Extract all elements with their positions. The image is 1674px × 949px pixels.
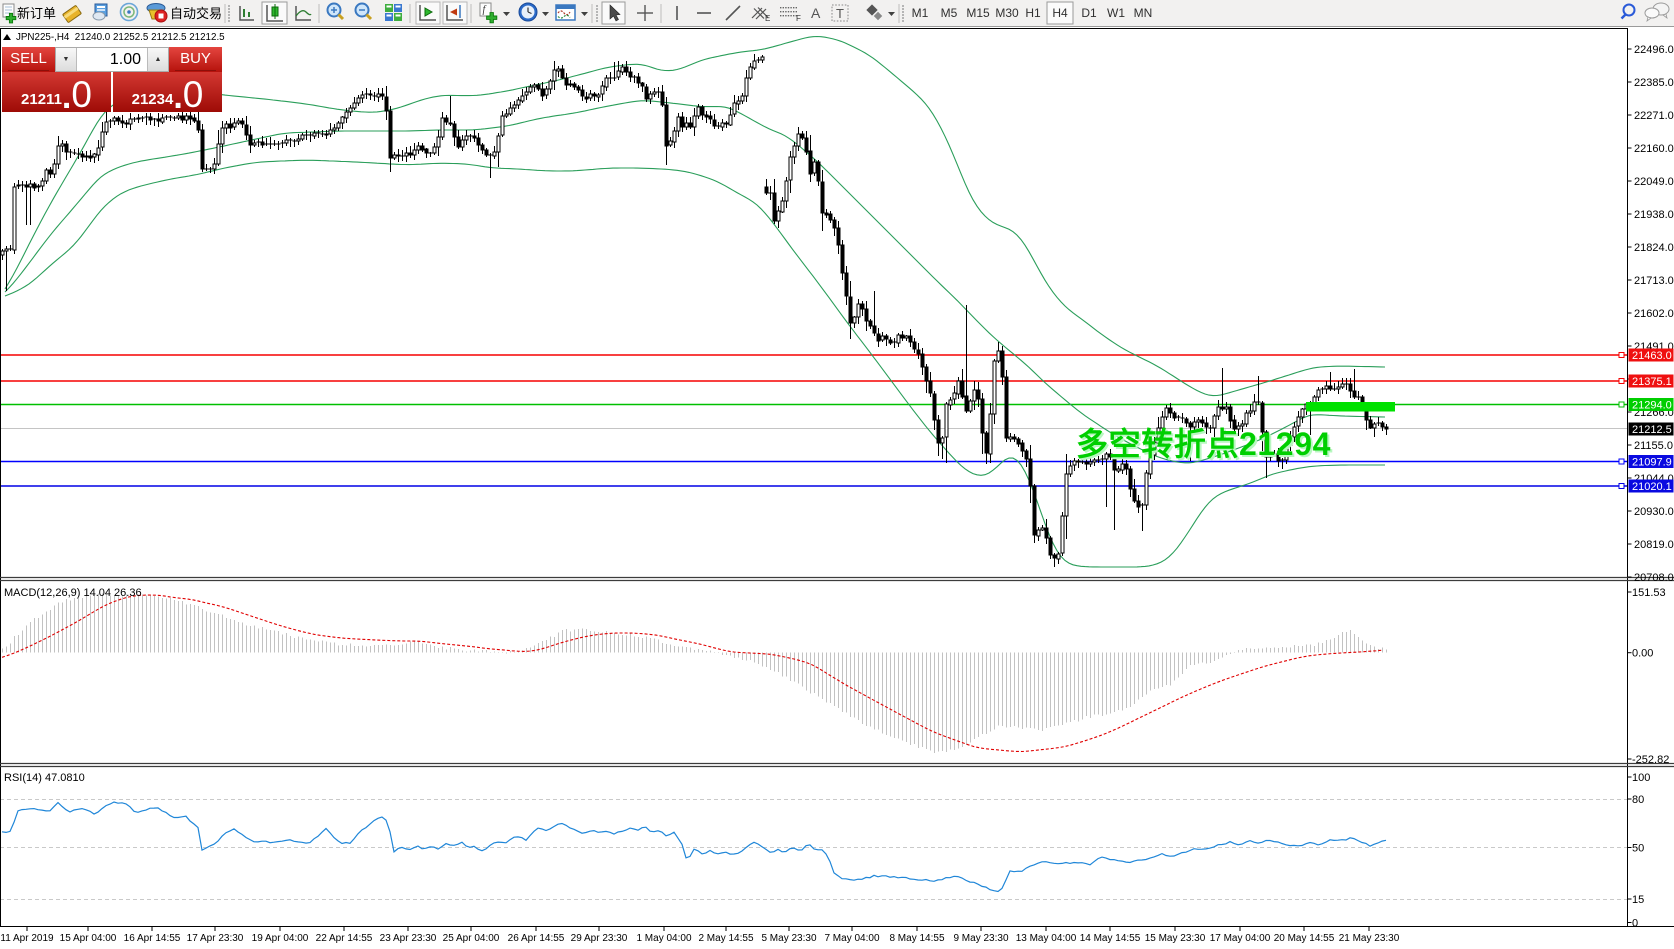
svg-text:A: A: [811, 5, 821, 21]
svg-text:14 May 14:55: 14 May 14:55: [1080, 933, 1141, 944]
svg-text:21 May 23:30: 21 May 23:30: [1339, 933, 1400, 944]
svg-text:21463.0: 21463.0: [1632, 350, 1672, 362]
svg-text:20930.0: 20930.0: [1634, 506, 1674, 518]
svg-text:W1: W1: [1107, 6, 1125, 20]
svg-text:21824.0: 21824.0: [1634, 242, 1674, 254]
svg-text:M1: M1: [912, 6, 929, 20]
svg-text:D1: D1: [1081, 6, 1097, 20]
svg-text:80: 80: [1632, 794, 1644, 806]
svg-text:17 Apr 23:30: 17 Apr 23:30: [187, 933, 244, 944]
svg-text:0: 0: [1632, 918, 1638, 930]
svg-text:22385.0: 22385.0: [1634, 77, 1674, 89]
svg-text:2 May 14:55: 2 May 14:55: [698, 933, 753, 944]
svg-text:7 May 04:00: 7 May 04:00: [824, 933, 879, 944]
svg-text:22271.0: 22271.0: [1634, 110, 1674, 122]
svg-text:15 May 23:30: 15 May 23:30: [1145, 933, 1206, 944]
svg-text:22160.0: 22160.0: [1634, 143, 1674, 155]
svg-text:19 Apr 04:00: 19 Apr 04:00: [252, 933, 309, 944]
svg-text:21212.5: 21212.5: [1632, 424, 1672, 436]
svg-text:15 Apr 04:00: 15 Apr 04:00: [60, 933, 117, 944]
svg-text:23 Apr 23:30: 23 Apr 23:30: [380, 933, 437, 944]
svg-text:21602.0: 21602.0: [1634, 308, 1674, 320]
svg-text:-252.82: -252.82: [1632, 754, 1669, 766]
svg-text:H4: H4: [1052, 6, 1068, 20]
svg-text:1 May 04:00: 1 May 04:00: [636, 933, 691, 944]
svg-text:自动交易: 自动交易: [170, 6, 222, 21]
svg-text:26 Apr 14:55: 26 Apr 14:55: [508, 933, 565, 944]
svg-text:20 May 14:55: 20 May 14:55: [1274, 933, 1335, 944]
svg-text:F: F: [796, 14, 801, 23]
svg-text:M15: M15: [966, 6, 990, 20]
svg-text:5 May 23:30: 5 May 23:30: [761, 933, 816, 944]
svg-text:50: 50: [1632, 843, 1644, 855]
svg-text:E: E: [765, 14, 770, 23]
svg-text:RSI(14) 47.0810: RSI(14) 47.0810: [4, 772, 85, 784]
svg-text:8 May 14:55: 8 May 14:55: [889, 933, 944, 944]
svg-text:21294.0: 21294.0: [1632, 400, 1672, 412]
svg-text:20708.0: 20708.0: [1634, 572, 1674, 584]
svg-text:29 Apr 23:30: 29 Apr 23:30: [571, 933, 628, 944]
svg-text:M5: M5: [941, 6, 958, 20]
svg-text:JPN225-,H4 21240.0 21252.5 21: JPN225-,H4 21240.0 21252.5 21212.5 21212…: [16, 32, 225, 43]
svg-text:25 Apr 04:00: 25 Apr 04:00: [443, 933, 500, 944]
svg-text:21938.0: 21938.0: [1634, 209, 1674, 221]
svg-text:21155.0: 21155.0: [1634, 440, 1673, 452]
svg-text:9 May 23:30: 9 May 23:30: [953, 933, 1008, 944]
svg-text:22496.0: 22496.0: [1634, 44, 1674, 56]
svg-text:21713.0: 21713.0: [1634, 275, 1674, 287]
svg-text:21020.1: 21020.1: [1632, 481, 1672, 493]
svg-text:新订单: 新订单: [17, 6, 56, 21]
svg-text:100: 100: [1632, 772, 1650, 784]
svg-text:多空转折点21294: 多空转折点21294: [1076, 426, 1331, 462]
svg-text:13 May 04:00: 13 May 04:00: [1016, 933, 1077, 944]
svg-text:17 May 04:00: 17 May 04:00: [1210, 933, 1271, 944]
svg-text:MN: MN: [1134, 6, 1153, 20]
svg-text:151.53: 151.53: [1632, 587, 1666, 599]
svg-text:22049.0: 22049.0: [1634, 176, 1674, 188]
svg-text:15: 15: [1632, 894, 1644, 906]
svg-text:20819.0: 20819.0: [1634, 539, 1674, 551]
svg-text:21097.9: 21097.9: [1632, 457, 1672, 469]
svg-text:0.00: 0.00: [1632, 648, 1653, 660]
svg-text:16 Apr 14:55: 16 Apr 14:55: [124, 933, 181, 944]
svg-text:11 Apr 2019: 11 Apr 2019: [0, 933, 54, 944]
svg-text:f: f: [483, 5, 487, 16]
svg-text:H1: H1: [1025, 6, 1041, 20]
svg-text:T: T: [836, 6, 844, 21]
svg-text:21375.1: 21375.1: [1632, 376, 1672, 388]
svg-text:M30: M30: [995, 6, 1019, 20]
svg-text:22 Apr 14:55: 22 Apr 14:55: [316, 933, 373, 944]
svg-text:MACD(12,26,9) 14.04 26.36: MACD(12,26,9) 14.04 26.36: [4, 587, 142, 599]
